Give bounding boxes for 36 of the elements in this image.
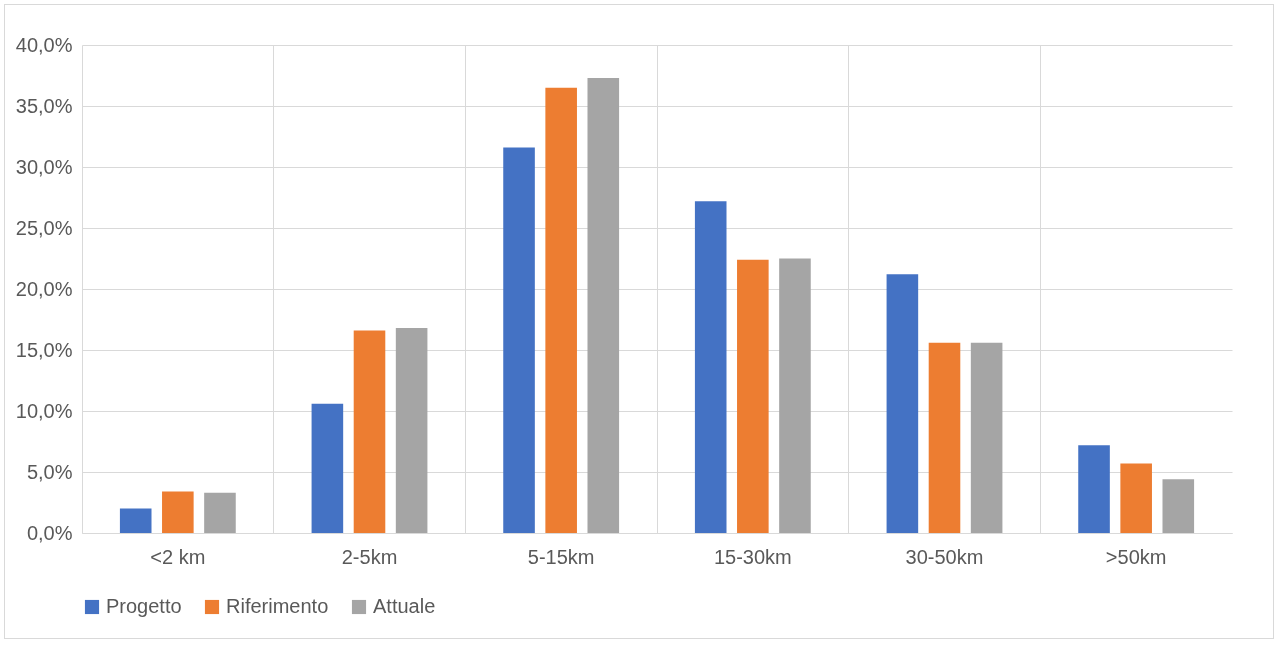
bar xyxy=(503,147,535,533)
bar xyxy=(353,330,386,533)
y-tick-label: 10,0% xyxy=(15,399,73,422)
bar xyxy=(311,403,344,533)
y-tick-label: 5,0% xyxy=(26,460,73,483)
bar xyxy=(162,491,194,533)
x-tick-label: <2 km xyxy=(150,545,206,568)
bar xyxy=(545,87,577,533)
y-tick-label: 20,0% xyxy=(15,277,73,300)
bar xyxy=(119,508,152,533)
x-tick-label: 30-50km xyxy=(905,545,984,568)
bar xyxy=(694,201,727,533)
x-tick-label: >50km xyxy=(1105,545,1167,568)
bar xyxy=(1120,463,1152,533)
bar xyxy=(737,259,769,533)
y-tick-label: 35,0% xyxy=(15,94,73,117)
y-tick-label: 15,0% xyxy=(15,338,73,361)
y-tick-label: 30,0% xyxy=(15,155,73,178)
bar xyxy=(395,328,428,533)
legend-label: Attuale xyxy=(373,595,436,617)
bar xyxy=(587,77,620,533)
x-tick-label: 5-15km xyxy=(527,545,595,568)
x-tick-label: 15-30km xyxy=(713,545,792,568)
bar xyxy=(928,342,961,533)
legend-label: Riferimento xyxy=(226,595,329,617)
y-tick-label: 40,0% xyxy=(15,33,73,56)
bar xyxy=(886,274,919,533)
bar xyxy=(970,342,1003,533)
x-tick-label: 2-5km xyxy=(341,545,398,568)
legend-label: Progetto xyxy=(106,595,182,617)
bar xyxy=(204,492,236,533)
y-tick-label: 0,0% xyxy=(26,521,73,544)
bar xyxy=(1162,479,1195,533)
y-tick-label: 25,0% xyxy=(15,216,73,239)
bar xyxy=(1078,445,1110,533)
bar xyxy=(779,258,811,533)
